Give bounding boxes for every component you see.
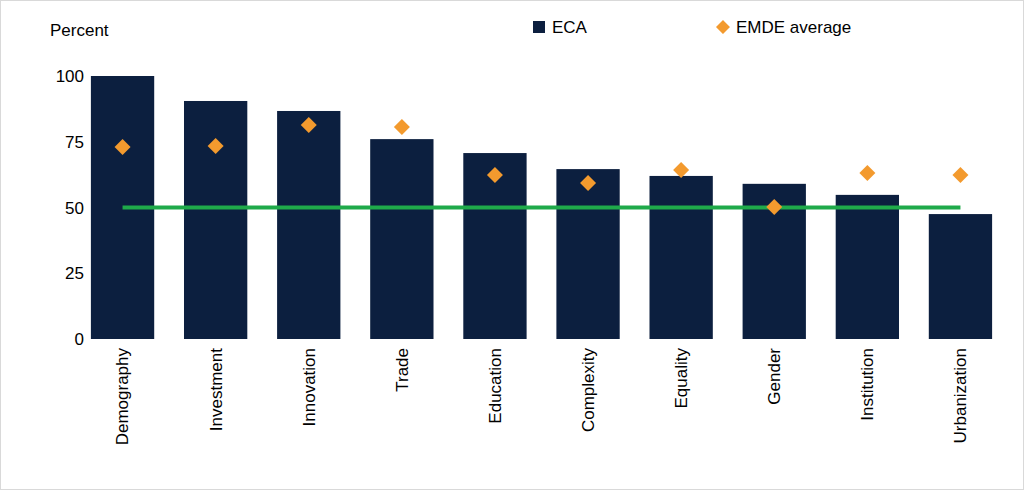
plot-area: [91, 76, 992, 339]
diamond-marker: [115, 139, 131, 155]
chart: Percent 0 25 50 75 100 Demography Investment Inn…: [0, 0, 1024, 490]
bar: [463, 153, 526, 339]
y-tick-label: 50: [65, 199, 84, 218]
legend-label: EMDE average: [736, 18, 851, 37]
y-tick-label: 0: [75, 330, 84, 349]
diamond-marker: [766, 199, 782, 215]
diamond-marker: [580, 175, 596, 191]
x-tick-label: Investment: [207, 348, 226, 431]
legend: ECA EMDE average: [533, 18, 851, 37]
x-tick-label: Institution: [858, 348, 877, 421]
diamond-marker: [673, 162, 689, 178]
bar: [836, 195, 899, 339]
legend-label: ECA: [552, 18, 588, 37]
x-tick-label: Gender: [765, 348, 784, 405]
legend-marker: [533, 21, 545, 33]
diamond-marker: [301, 117, 317, 133]
x-tick-label: Equality: [672, 348, 691, 409]
y-tick-label: 25: [65, 264, 84, 283]
reference-line: [123, 206, 961, 210]
legend-marker: [716, 20, 730, 34]
bar: [370, 139, 433, 339]
bar: [649, 176, 712, 339]
x-tick-label: Demography: [114, 348, 133, 446]
diamond-marker: [487, 167, 503, 183]
diamond-marker: [394, 119, 410, 135]
x-tick-label: Trade: [393, 348, 412, 392]
x-tick-label: Urbanization: [951, 348, 970, 443]
x-tick-label: Complexity: [579, 348, 598, 433]
y-axis-label: Percent: [50, 21, 109, 40]
x-tick-label: Education: [486, 348, 505, 424]
bar: [929, 214, 992, 339]
y-tick-label: 100: [56, 67, 84, 86]
x-tick-label: Innovation: [300, 348, 319, 426]
diamond-marker: [859, 165, 875, 181]
bar: [277, 111, 340, 339]
diamond-marker: [208, 138, 224, 154]
bar: [556, 169, 619, 339]
bar: [184, 101, 247, 339]
diamond-marker: [952, 167, 968, 183]
background: [1, 1, 1024, 490]
y-tick-label: 75: [65, 133, 84, 152]
